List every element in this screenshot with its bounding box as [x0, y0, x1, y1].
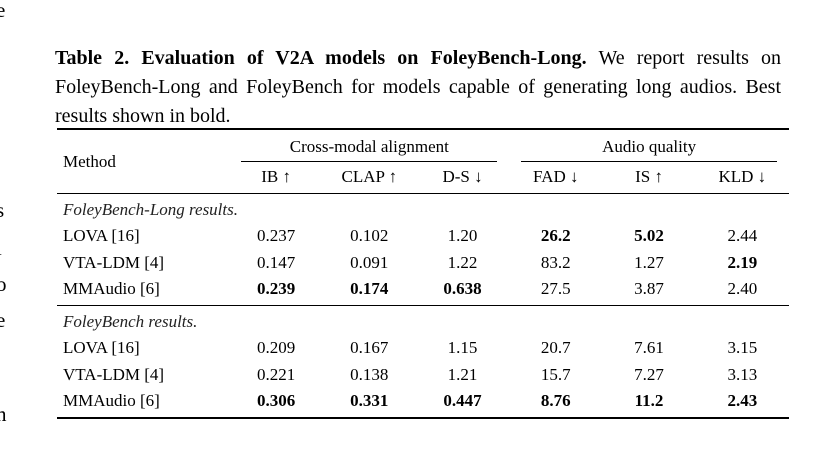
- value-cell: 3.13: [727, 364, 758, 384]
- group-header-cross-modal-label: Cross-modal alignment: [241, 137, 498, 162]
- metric-header-row: IB ↑ CLAP ↑ D-S ↓ FAD ↓ IS ↑ KLD ↓: [57, 162, 789, 194]
- value-cell: 1.15: [447, 338, 478, 357]
- value-cell: 1.21: [447, 364, 478, 384]
- value-cell: 0.239: [256, 279, 296, 298]
- value-cell: 8.76: [540, 391, 571, 410]
- value-cell: 2.44: [727, 226, 758, 245]
- page-edge-fragment: l: [0, 236, 2, 261]
- section-label: FoleyBench-Long results.: [63, 200, 238, 219]
- table-caption-text: We report results on FoleyBench-Long and…: [55, 47, 781, 127]
- method-cell: LOVA [16]: [63, 338, 140, 357]
- value-cell: 0.174: [350, 279, 389, 298]
- section-label: FoleyBench results.: [57, 305, 789, 335]
- value-cell: 2.43: [727, 391, 758, 410]
- results-table-wrapper: Method Cross-modal alignment Audio quali…: [57, 128, 791, 419]
- value-cell: 0.221: [256, 364, 296, 384]
- table-caption: Table 2. Evaluation of V2A models on Fol…: [55, 44, 781, 131]
- method-cell: MMAudio [6]: [63, 279, 160, 298]
- value-cell: 0.167: [350, 338, 389, 357]
- value-cell: 0.638: [443, 279, 482, 298]
- method-cell: VTA-LDM [4]: [63, 364, 165, 384]
- column-header-ib: IB ↑: [229, 162, 323, 194]
- page-edge-fragment: s: [0, 198, 5, 222]
- value-cell: 3.15: [727, 338, 758, 357]
- value-cell: 0.306: [256, 391, 296, 410]
- column-header-method: Method: [57, 129, 230, 194]
- results-table: Method Cross-modal alignment Audio quali…: [57, 128, 789, 419]
- group-header-audio-quality: Audio quality: [509, 129, 789, 162]
- value-cell: 1.20: [447, 226, 478, 245]
- column-header-is: IS ↑: [602, 162, 696, 194]
- method-cell: MMAudio [6]: [63, 391, 160, 410]
- section-label-row: FoleyBench-Long results.: [57, 194, 789, 224]
- value-cell: 0.237: [256, 226, 296, 245]
- value-cell: 26.2: [540, 226, 571, 245]
- page-edge-fragment: .: [0, 342, 1, 367]
- column-header-clap: CLAP ↑: [322, 162, 416, 194]
- value-cell: 27.5: [540, 279, 571, 298]
- value-cell: 7.27: [634, 364, 664, 384]
- table-row: VTA-LDM [4] 0.147 0.091 1.22 83.2 1.27 2…: [57, 250, 789, 277]
- page-edge-fragment: e: [0, 308, 6, 332]
- value-cell: 15.7: [540, 364, 571, 384]
- value-cell: 1.22: [447, 252, 478, 272]
- group-header-row: Method Cross-modal alignment Audio quali…: [57, 129, 789, 194]
- page-edge-fragment: o: [0, 272, 7, 296]
- value-cell: 0.091: [350, 252, 389, 272]
- value-cell: 0.331: [350, 391, 389, 410]
- table-row: LOVA [16] 0.237 0.102 1.20 26.2 5.02 2.4…: [57, 223, 789, 250]
- method-cell: VTA-LDM [4]: [63, 252, 165, 272]
- method-cell: LOVA [16]: [63, 226, 140, 245]
- value-cell: 3.87: [634, 279, 664, 298]
- value-cell: 2.19: [727, 252, 758, 272]
- value-cell: 7.61: [634, 338, 664, 357]
- column-header-fad: FAD ↓: [509, 162, 603, 194]
- group-header-cross-modal: Cross-modal alignment: [229, 129, 509, 162]
- table-row: VTA-LDM [4] 0.221 0.138 1.21 15.7 7.27 3…: [57, 362, 789, 389]
- value-cell: 0.447: [443, 391, 482, 410]
- value-cell: 11.2: [634, 391, 664, 410]
- value-cell: 83.2: [540, 252, 571, 272]
- value-cell: 0.209: [256, 338, 296, 357]
- value-cell: 20.7: [540, 338, 571, 357]
- table-row: MMAudio [6] 0.239 0.174 0.638 27.5 3.87 …: [57, 276, 789, 306]
- column-header-kld: KLD ↓: [695, 162, 789, 194]
- group-header-audio-quality-label: Audio quality: [521, 137, 777, 162]
- page-edge-fragment: e: [0, 0, 6, 22]
- table-row: MMAudio [6] 0.306 0.331 0.447 8.76 11.2 …: [57, 388, 789, 418]
- value-cell: 0.147: [256, 252, 296, 272]
- table-caption-title: Table 2. Evaluation of V2A models on Fol…: [55, 47, 587, 69]
- column-header-ds: D-S ↓: [415, 162, 510, 194]
- section-label-row: FoleyBench results.: [57, 305, 789, 335]
- page-edge-fragment: n: [0, 402, 7, 426]
- table-row: LOVA [16] 0.209 0.167 1.15 20.7 7.61 3.1…: [57, 335, 789, 362]
- value-cell: 0.138: [350, 364, 389, 384]
- value-cell: 2.40: [727, 279, 758, 298]
- value-cell: 1.27: [634, 252, 664, 272]
- value-cell: 5.02: [634, 226, 664, 245]
- value-cell: 0.102: [350, 226, 389, 245]
